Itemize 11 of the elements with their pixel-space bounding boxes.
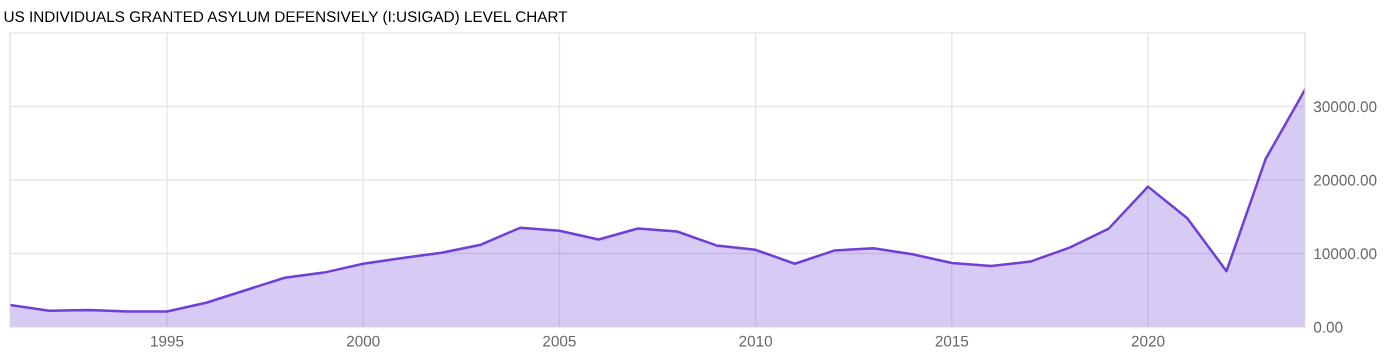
x-tick-label: 2000 [346,335,380,347]
x-tick-label: 2010 [739,335,772,347]
chart-title: US INDIVIDUALS GRANTED ASYLUM DEFENSIVELY (I:USIGAD) LEVEL CHART [4,10,568,26]
x-tick-label: 2005 [543,335,576,347]
x-tick-label: 1995 [151,335,184,347]
x-tick-label: 2015 [935,335,969,347]
y-tick-label: 10000.00 [1314,248,1377,260]
y-tick-label: 20000.00 [1314,174,1377,186]
y-tick-label: 0.00 [1313,321,1343,333]
y-tick-label: 30000.00 [1313,101,1377,113]
x-tick-label: 2020 [1131,335,1165,347]
